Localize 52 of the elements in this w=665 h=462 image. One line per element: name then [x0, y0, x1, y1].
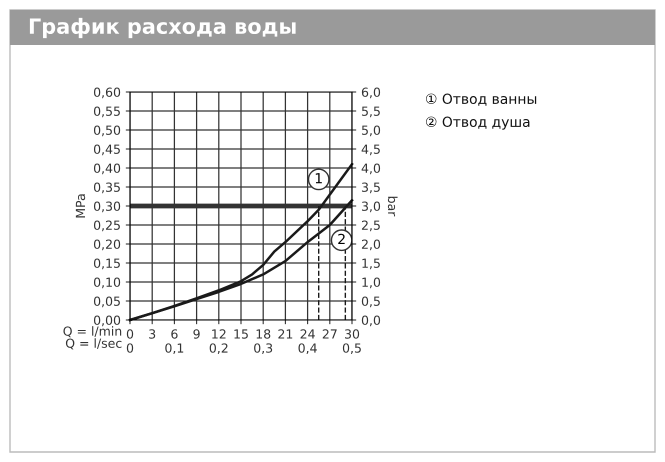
y2-tick-label: 1,5	[362, 258, 380, 270]
y2-tick-label: 4,5	[362, 144, 380, 156]
y-tick-label: 0,55	[94, 106, 120, 118]
y2-tick-label: 5,0	[362, 125, 380, 136]
x-tick-label: 0	[126, 329, 134, 339]
x-axis-title: Q = l/min	[63, 326, 122, 338]
y-axis-title: MPa	[76, 194, 86, 218]
y-tick-label: 0,30	[94, 201, 120, 212]
text: ② Отвод душа	[426, 116, 530, 130]
y2-tick-label: 0,0	[362, 315, 380, 326]
y-tick-label: 0,50	[94, 125, 120, 136]
y2-tick-label: 3,5	[362, 182, 380, 194]
x-tick-label: 21	[278, 329, 292, 339]
chart-title: График расхода воды	[30, 18, 296, 38]
y2-tick-label: 4,0	[362, 163, 380, 174]
y-tick-label: 0,25	[94, 220, 120, 232]
x-tick-label: 9	[193, 329, 200, 339]
x2-tick-label: 0,1	[165, 343, 184, 354]
y-tick-label: 0,00	[94, 315, 120, 326]
x-tick-label: 15	[234, 329, 248, 339]
x2-tick-label: 0,4	[298, 343, 317, 354]
y2-tick-label: 2,5	[362, 220, 380, 232]
annotation: 1	[316, 173, 322, 184]
x-tick-label: 6	[171, 329, 178, 339]
x-tick-label: 30	[345, 329, 360, 339]
y-tick-label: 0,05	[94, 296, 120, 308]
x2-tick-label: 0,3	[254, 343, 272, 354]
x2-tick-label: 0	[126, 343, 134, 353]
y-tick-label: 0,40	[94, 163, 120, 174]
y-tick-label: 0,20	[94, 239, 120, 250]
y2-tick-label: 3,0	[362, 201, 380, 212]
y2-tick-label: 5,5	[362, 106, 380, 118]
y-tick-label: 0,15	[94, 258, 120, 270]
y2-tick-label: 0,5	[362, 296, 380, 308]
y2-tick-label: 1,0	[362, 277, 380, 288]
x-tick-label: 24	[300, 329, 315, 339]
x-tick-label: 3	[149, 329, 156, 339]
y2-tick-label: 6,0	[362, 87, 380, 98]
text: ① Отвод ванны	[426, 94, 536, 106]
x2-tick-label: 0,5	[342, 343, 361, 354]
x2-tick-label: 0,2	[210, 343, 228, 354]
y2-axis-title: bar	[388, 196, 398, 216]
y-tick-label: 0,45	[94, 144, 120, 156]
y-tick-label: 0,35	[94, 182, 120, 194]
x2-axis-title: Q = l/sec	[66, 338, 122, 350]
annotation: 2	[338, 234, 345, 244]
x-tick-label: 12	[212, 329, 226, 339]
x-tick-label: 18	[256, 329, 270, 339]
y2-tick-label: 2,0	[362, 239, 380, 250]
y-tick-label: 0,10	[94, 277, 120, 288]
x-tick-label: 27	[322, 329, 337, 339]
y-tick-label: 0,60	[94, 87, 120, 98]
